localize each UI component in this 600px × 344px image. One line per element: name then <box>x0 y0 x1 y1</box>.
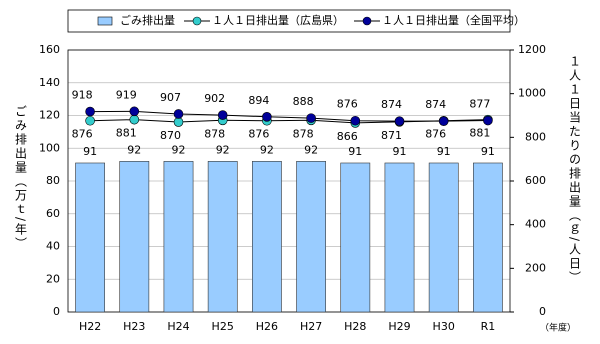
line-value-label: 888 <box>293 95 314 108</box>
bar-value-label: 92 <box>216 143 230 156</box>
line-value-label: 876 <box>337 98 358 111</box>
x-tick-label: H28 <box>344 320 366 333</box>
y2-tick-label: 1000 <box>518 87 546 100</box>
line-value-label: 878 <box>204 127 225 140</box>
line-value-label: 876 <box>248 128 269 141</box>
y2-tick-label: 0 <box>539 305 546 318</box>
y-tick-label: 120 <box>39 109 60 122</box>
legend-swatch <box>97 16 113 26</box>
line-value-label: 870 <box>160 129 181 142</box>
y2-axis-title: １人１日当たりの排出量（ｇ/人日） <box>568 55 582 285</box>
bar-value-label: 92 <box>304 143 318 156</box>
line-marker <box>394 116 405 126</box>
line-value-label: 871 <box>381 129 402 142</box>
bar-value-label: 91 <box>348 145 362 158</box>
y-axis-title: ごみ排出量（万ｔ/年） <box>14 105 28 251</box>
y-tick-label: 100 <box>39 141 60 154</box>
line-value-label: 874 <box>425 98 446 111</box>
line-value-label: 918 <box>72 89 93 102</box>
line-marker <box>173 117 184 127</box>
line-value-label: 866 <box>337 130 358 143</box>
x-tick-label: H30 <box>433 320 455 333</box>
bar-value-label: 91 <box>437 145 451 158</box>
bar-value-label: 92 <box>127 143 141 156</box>
line-value-label: 876 <box>425 128 446 141</box>
y-tick-label: 140 <box>39 76 60 89</box>
x-tick-label: R1 <box>481 320 496 333</box>
legend-label: １人１日排出量（広島県） <box>212 13 344 27</box>
y-tick-label: 40 <box>46 240 60 253</box>
bar <box>296 161 326 313</box>
y-tick-label: 60 <box>46 207 60 220</box>
y2-tick-label: 600 <box>525 174 546 187</box>
line-marker <box>129 114 140 125</box>
line-marker <box>438 116 449 126</box>
x-tick-label: H27 <box>300 320 322 333</box>
x-tick-label: H24 <box>167 320 189 333</box>
x-tick-label: H25 <box>212 320 234 333</box>
line-value-label: 894 <box>248 94 269 107</box>
line-value-label: 874 <box>381 98 402 111</box>
line-marker <box>350 115 361 126</box>
line-marker <box>173 109 184 119</box>
bar-value-label: 91 <box>481 145 495 158</box>
y2-tick-label: 400 <box>525 218 546 231</box>
line-marker <box>85 106 95 117</box>
bar-value-label: 91 <box>393 145 407 158</box>
x-unit: （年度） <box>540 322 576 334</box>
y2-tick-label: 200 <box>525 261 546 274</box>
line-marker <box>129 106 140 117</box>
line-marker <box>85 115 95 126</box>
bar <box>119 161 150 313</box>
legend-marker <box>362 16 372 26</box>
bar <box>75 162 105 313</box>
line-marker <box>483 115 493 126</box>
y2-tick-label: 1200 <box>518 43 546 56</box>
legend-label: ごみ排出量 <box>120 13 175 27</box>
line-marker <box>306 113 316 123</box>
bar <box>473 162 503 313</box>
bar <box>207 161 238 313</box>
x-tick-label: H29 <box>388 320 410 333</box>
y-tick-label: 80 <box>46 174 60 187</box>
y-tick-label: 0 <box>53 305 60 318</box>
line-value-label: 877 <box>469 98 490 111</box>
legend-label: １人１日排出量（全国平均） <box>382 13 525 27</box>
bar-value-label: 91 <box>83 145 97 158</box>
line-marker <box>217 110 228 120</box>
x-tick-label: H22 <box>79 320 101 333</box>
bar-value-label: 92 <box>260 143 274 156</box>
bar <box>252 161 282 313</box>
bar <box>163 161 194 313</box>
x-tick-label: H23 <box>123 320 145 333</box>
y2-tick-label: 800 <box>525 130 546 143</box>
line-marker <box>262 112 272 122</box>
line-value-label: 876 <box>72 128 93 141</box>
bar <box>340 162 371 313</box>
x-tick-label: H26 <box>256 320 278 333</box>
line-value-label: 902 <box>204 92 225 105</box>
legend-marker <box>192 16 202 26</box>
y-tick-label: 20 <box>46 272 60 285</box>
bar-value-label: 92 <box>172 143 186 156</box>
line <box>90 110 488 122</box>
bar <box>428 162 459 313</box>
legend-box <box>67 9 511 33</box>
y-tick-label: 160 <box>39 43 60 56</box>
line-value-label: 881 <box>469 127 490 140</box>
line-value-label: 881 <box>116 127 137 140</box>
line-value-label: 878 <box>293 127 314 140</box>
line-value-label: 907 <box>160 91 181 104</box>
line-value-label: 919 <box>116 88 137 101</box>
plot-frame <box>67 49 511 313</box>
bar <box>384 162 415 313</box>
